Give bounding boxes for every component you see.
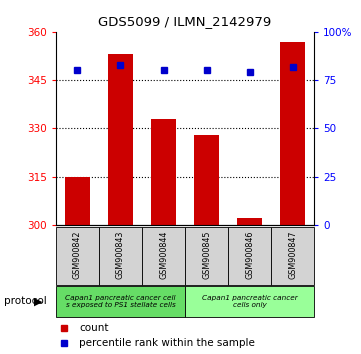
- Bar: [108, 55, 134, 225]
- Bar: [193, 135, 219, 225]
- Bar: [185, 227, 228, 285]
- Text: percentile rank within the sample: percentile rank within the sample: [79, 338, 255, 348]
- Bar: [185, 286, 314, 317]
- Text: GSM900844: GSM900844: [159, 230, 168, 279]
- Bar: [271, 227, 314, 285]
- Bar: [228, 227, 271, 285]
- Text: GSM900842: GSM900842: [73, 230, 82, 279]
- Bar: [142, 227, 185, 285]
- Text: count: count: [79, 322, 109, 332]
- Bar: [280, 41, 305, 225]
- Title: GDS5099 / ILMN_2142979: GDS5099 / ILMN_2142979: [99, 15, 271, 28]
- Bar: [56, 286, 185, 317]
- Text: GSM900846: GSM900846: [245, 230, 254, 279]
- Text: GSM900847: GSM900847: [288, 230, 297, 279]
- Text: ▶: ▶: [34, 296, 42, 306]
- Text: Capan1 pancreatic cancer cell
s exposed to PS1 stellate cells: Capan1 pancreatic cancer cell s exposed …: [65, 295, 176, 308]
- Bar: [56, 227, 99, 285]
- Bar: [237, 218, 262, 225]
- Bar: [65, 177, 90, 225]
- Bar: [99, 227, 142, 285]
- Bar: [151, 119, 177, 225]
- Text: Capan1 pancreatic cancer
cells only: Capan1 pancreatic cancer cells only: [202, 295, 297, 308]
- Text: protocol: protocol: [4, 296, 46, 306]
- Text: GSM900843: GSM900843: [116, 230, 125, 279]
- Text: GSM900845: GSM900845: [202, 230, 211, 279]
